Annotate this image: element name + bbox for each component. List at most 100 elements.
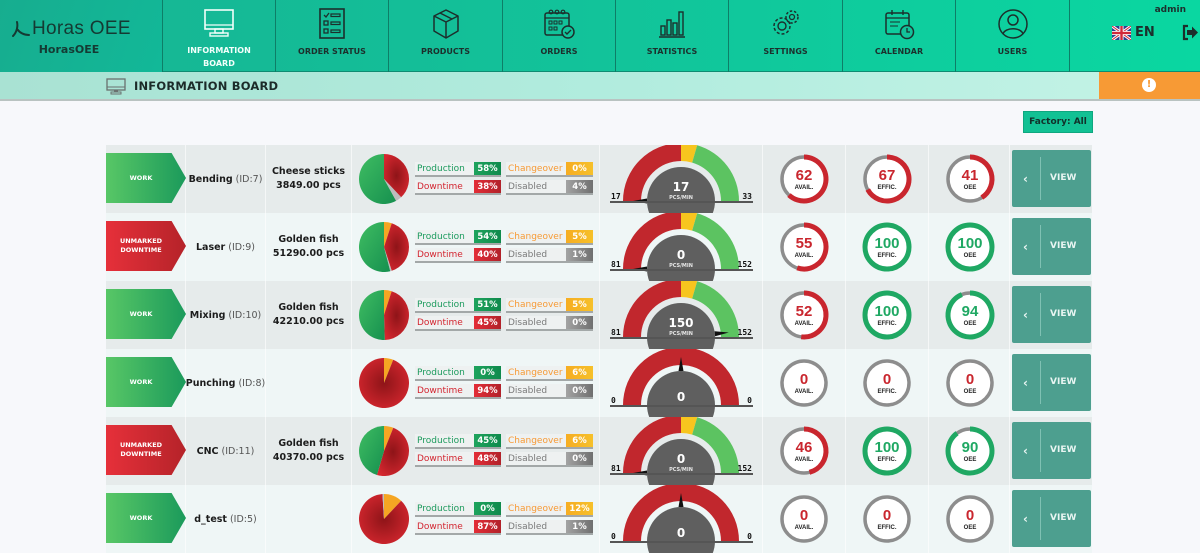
machine-name: Bending: [188, 173, 233, 185]
ring-label: EFFIC.: [878, 321, 897, 327]
gauge-zone-high: [692, 213, 739, 269]
legend-production: Production 58%: [415, 162, 501, 177]
pie-slice-changeover: [384, 426, 394, 451]
nav-orders[interactable]: ORDERS: [502, 0, 615, 72]
ring-label: AVAIL.: [795, 457, 814, 463]
legend-downtime: Downtime 48%: [415, 452, 501, 467]
gauge-zone-mid: [681, 281, 698, 299]
availability-cell: 55 AVAIL.: [763, 213, 846, 281]
legend-label: Disabled: [508, 454, 548, 464]
view-button[interactable]: ‹ VIEW: [1012, 218, 1091, 275]
nav-order-status[interactable]: ORDER STATUS: [275, 0, 388, 72]
ring-label: EFFIC.: [878, 185, 897, 191]
nav-label: PRODUCTS: [420, 47, 471, 56]
oee-cell: 0 OEE: [929, 485, 1010, 553]
nav-users[interactable]: USERS: [955, 0, 1069, 72]
divider: [1040, 293, 1041, 336]
legend-label: Production: [417, 368, 465, 378]
gears-icon: [772, 10, 799, 35]
nav-calendar[interactable]: CALENDAR: [842, 0, 955, 72]
status-badge: WORK: [106, 153, 186, 203]
brand: Horas OEE: [10, 18, 131, 40]
legend-label: Changeover: [508, 436, 563, 446]
gauge-zone-high: [692, 281, 739, 337]
gauge-value: 150: [668, 316, 693, 330]
gauge-max: 152: [738, 260, 753, 269]
chevron-left-icon: ‹: [1023, 376, 1028, 390]
nav-label: CALENDAR: [874, 47, 924, 56]
gauge-zone-low: [623, 485, 739, 541]
legend-downtime: Downtime 38%: [415, 180, 501, 195]
legend-downtime: Downtime 94%: [415, 384, 501, 399]
logo[interactable]: Horas OEE HorasOEE: [0, 0, 162, 72]
view-button[interactable]: ‹ VIEW: [1012, 422, 1091, 479]
language-code: EN: [1135, 25, 1155, 40]
ring-progress: [945, 290, 995, 340]
machine-id: (ID:8): [238, 377, 266, 389]
machine-name: Laser: [195, 241, 226, 253]
logout-icon[interactable]: [1181, 24, 1199, 41]
machine-id: (ID:10): [228, 309, 262, 321]
legend-label: Production: [417, 504, 465, 514]
gauge-zone-mid: [681, 145, 698, 163]
machine-row: WORK Bending (ID:7) Cheese sticks 3849.00…: [106, 145, 1092, 213]
speed-gauge-cell: 0 PCS/MIN 81 152: [600, 213, 763, 281]
gauge-min: 0: [611, 532, 616, 541]
speed-gauge-cell: 17 PCS/MIN 17 33: [600, 145, 763, 213]
legend-label: Downtime: [417, 386, 463, 396]
ring-label: AVAIL.: [795, 321, 814, 327]
gauge-zone-low: [623, 281, 681, 337]
machine-name: Mixing: [189, 309, 226, 321]
ring-label: OEE: [964, 457, 977, 463]
legend-changeover: Changeover 6%: [506, 434, 593, 449]
ring-track: [863, 359, 911, 407]
gauge-zone-mid: [681, 417, 698, 435]
view-cell: ‹ VIEW: [1012, 281, 1092, 349]
nav-products[interactable]: PRODUCTS: [388, 0, 502, 72]
gauge-max: 152: [738, 328, 753, 337]
status-cell: UNMARKED DOWNTIME: [106, 213, 186, 281]
product-cell: [266, 485, 352, 553]
machine-row: WORK Punching (ID:8) Production 0% Downtim…: [106, 349, 1092, 417]
ring-track: [946, 495, 994, 543]
legend-downtime: Downtime 45%: [415, 316, 501, 331]
view-cell: ‹ VIEW: [1012, 485, 1092, 553]
gauge-zone-high: [692, 417, 739, 473]
gauge-unit: PCS/MIN: [669, 331, 693, 337]
view-button[interactable]: ‹ VIEW: [1012, 490, 1091, 547]
status-badge: UNMARKED DOWNTIME: [106, 221, 186, 271]
ring-value: 55: [796, 235, 813, 252]
view-button[interactable]: ‹ VIEW: [1012, 150, 1091, 207]
pie-slice-downtime: [384, 291, 409, 340]
status-cell: UNMARKED DOWNTIME: [106, 417, 186, 485]
language-selector[interactable]: EN: [1112, 25, 1155, 40]
horas-logo-icon: [12, 21, 30, 37]
view-button[interactable]: ‹ VIEW: [1012, 354, 1091, 411]
pie-slice-changeover: [384, 222, 392, 247]
nav-information-board[interactable]: INFORMATION BOARD: [162, 0, 275, 72]
calendar-check-icon: [544, 9, 575, 39]
legend-value: 1%: [566, 248, 593, 261]
pie-slice-downtime: [359, 494, 409, 544]
nav-statistics[interactable]: STATISTICS: [615, 0, 728, 72]
alert-button[interactable]: !: [1099, 72, 1200, 99]
ring-progress: [865, 154, 912, 204]
product-quantity: 3849.00 pcs: [276, 180, 341, 191]
view-button[interactable]: ‹ VIEW: [1012, 286, 1091, 343]
pie-slice-changeover: [384, 290, 392, 315]
nav-settings[interactable]: SETTINGS: [728, 0, 842, 72]
ring-value: 100: [957, 235, 982, 252]
gauge-min: 81: [611, 260, 621, 269]
checklist-icon: [319, 8, 345, 39]
status-badge: WORK: [106, 289, 186, 339]
time-distribution-pie: [359, 426, 409, 476]
divider: [1040, 157, 1041, 200]
machine-name-cell: Mixing (ID:10): [186, 281, 266, 349]
gauge-max: 33: [742, 192, 752, 201]
pie-slice-downtime: [384, 223, 409, 271]
factory-filter-button[interactable]: Factory: All: [1023, 111, 1093, 133]
pie-slice-production: [359, 290, 385, 340]
product-name: Cheese sticks: [271, 166, 346, 177]
